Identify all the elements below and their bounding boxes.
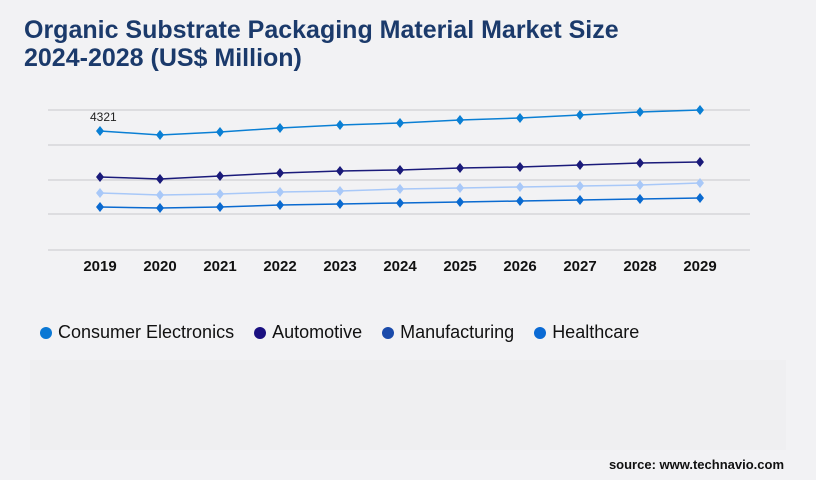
line-chart: 2019 2020 2021 2022 2023 2024 2025 2026 2027 2028… xyxy=(48,105,750,275)
data-point xyxy=(516,112,524,123)
legend-label: Consumer Electronics xyxy=(58,322,235,342)
legend-item: Healthcare xyxy=(534,322,639,343)
data-point xyxy=(276,199,284,210)
data-point xyxy=(396,118,404,129)
data-point xyxy=(636,179,644,190)
title-line-1: Organic Substrate Packaging Material Mar… xyxy=(24,16,619,44)
x-tick-label: 2027 xyxy=(563,258,596,275)
legend: Consumer Electronics Automotive Manufactur… xyxy=(40,322,639,343)
data-point xyxy=(576,109,584,120)
data-point xyxy=(516,181,524,192)
data-point xyxy=(396,197,404,208)
data-point xyxy=(96,202,104,213)
legend-marker xyxy=(254,326,267,339)
data-point xyxy=(696,157,704,168)
data-point xyxy=(156,173,164,184)
legend-marker xyxy=(534,326,547,339)
data-point xyxy=(636,106,644,117)
legend-label: Automotive xyxy=(272,322,363,342)
data-point xyxy=(636,157,644,168)
legend-background xyxy=(30,360,786,450)
data-point xyxy=(336,186,344,197)
data-point xyxy=(456,196,464,207)
data-point xyxy=(216,126,224,137)
data-point xyxy=(276,167,284,178)
data-point xyxy=(216,189,224,200)
data-point xyxy=(96,125,104,136)
x-tick-label: 2020 xyxy=(143,258,176,275)
data-point xyxy=(216,170,224,181)
data-point xyxy=(156,202,164,213)
legend-item: Consumer Electronics xyxy=(40,322,234,343)
x-tick-label: 2021 xyxy=(203,258,236,275)
data-point xyxy=(576,194,584,205)
data-point xyxy=(336,165,344,176)
data-point xyxy=(276,186,284,197)
data-point xyxy=(456,163,464,174)
legend-item: Manufacturing xyxy=(382,322,514,343)
legend-marker xyxy=(382,326,395,339)
legend-marker xyxy=(40,326,52,339)
data-point xyxy=(696,192,704,203)
legend-label: Healthcare xyxy=(552,322,640,342)
data-point xyxy=(96,187,104,198)
data-point xyxy=(636,193,644,204)
data-point xyxy=(396,164,404,175)
data-point xyxy=(96,171,104,182)
title-line-2: 2024-2028 (US$ Million) xyxy=(24,44,302,72)
x-tick-label: 2029 xyxy=(683,258,716,275)
data-label: 4321 xyxy=(90,110,117,124)
source-text: source: www.technavio.com xyxy=(608,457,784,472)
x-tick-label: 2025 xyxy=(443,258,476,275)
data-point xyxy=(336,119,344,130)
data-point xyxy=(576,160,584,171)
legend-label: Manufacturing xyxy=(400,322,515,342)
data-point xyxy=(696,105,704,115)
x-tick-label: 2023 xyxy=(323,258,356,275)
x-tick-label: 2026 xyxy=(503,258,536,275)
data-point xyxy=(456,114,464,125)
data-point xyxy=(156,189,164,200)
data-point xyxy=(216,202,224,213)
legend-item: Automotive xyxy=(254,322,362,343)
data-point xyxy=(396,183,404,194)
data-point xyxy=(156,129,164,140)
x-tick-label: 2028 xyxy=(623,258,656,275)
data-point xyxy=(516,196,524,207)
x-tick-label: 2022 xyxy=(263,258,296,275)
chart-title: Organic Substrate Packaging Material Mar… xyxy=(24,16,724,72)
data-point xyxy=(336,199,344,210)
data-point xyxy=(516,161,524,172)
data-point xyxy=(696,177,704,188)
data-point xyxy=(456,183,464,194)
data-point xyxy=(276,122,284,133)
x-tick-label: 2019 xyxy=(83,258,116,275)
x-tick-label: 2024 xyxy=(383,258,417,275)
data-point xyxy=(576,180,584,191)
